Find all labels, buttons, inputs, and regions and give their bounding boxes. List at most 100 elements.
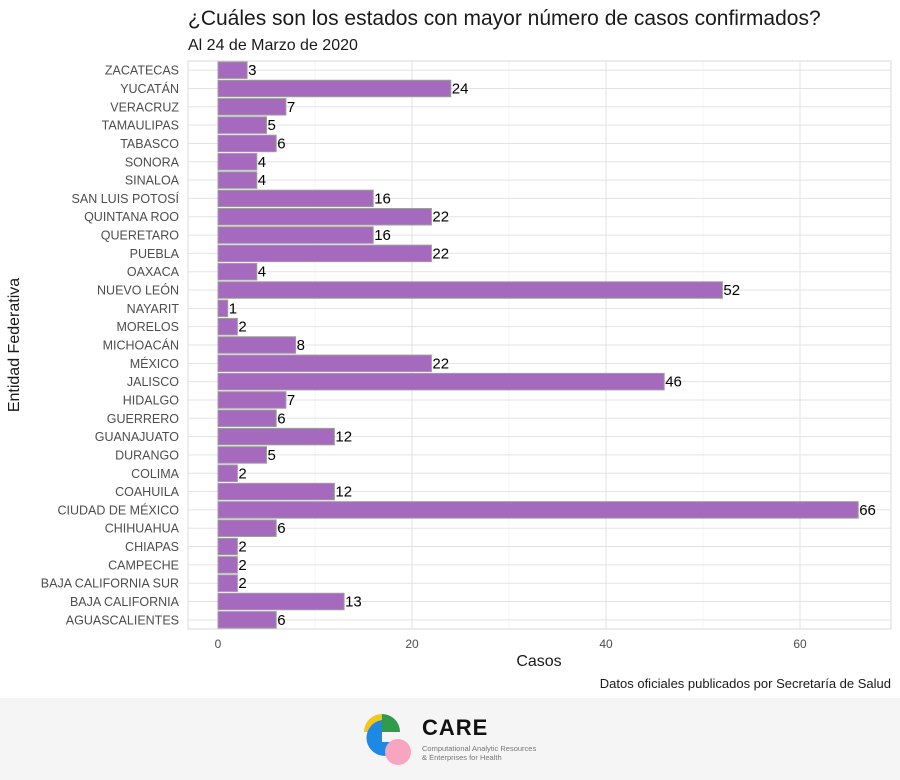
bar [217, 464, 238, 483]
value-label: 2 [238, 575, 246, 592]
category-label: ZACATECAS [105, 64, 179, 78]
bar [217, 281, 723, 299]
category-label: CIUDAD DE MÉXICO [57, 502, 179, 517]
value-label: 5 [268, 447, 276, 464]
category-label: GUANAJUATO [95, 430, 180, 444]
category-label: BAJA CALIFORNIA [70, 595, 180, 609]
category-label: QUERETARO [101, 229, 180, 243]
value-label: 22 [432, 245, 449, 262]
category-label: BAJA CALIFORNIA SUR [41, 577, 179, 591]
logo-tagline: & Enterprises for Health [422, 753, 502, 762]
logo-mark-icon [364, 714, 411, 765]
logo-tagline: Computational Analytic Resources [422, 744, 537, 753]
bar [217, 134, 277, 153]
category-label: CHIAPAS [125, 540, 179, 554]
bar [217, 446, 267, 464]
value-label: 52 [723, 282, 740, 299]
bar [217, 482, 335, 501]
category-label: SINALOA [125, 174, 180, 188]
logo: CARE Computational Analytic Resources & … [360, 712, 560, 768]
category-label: NUEVO LEÓN [97, 283, 179, 298]
bar [217, 79, 452, 98]
category-label: COAHUILA [115, 485, 180, 499]
bar [217, 336, 297, 354]
value-label: 22 [432, 355, 449, 372]
category-label: DURANGO [115, 448, 179, 462]
value-label: 6 [277, 612, 285, 629]
value-label: 22 [432, 209, 449, 226]
bar [217, 519, 277, 537]
category-label: CAMPECHE [108, 558, 179, 572]
footer [0, 698, 900, 780]
bar [217, 299, 229, 318]
value-label: 13 [345, 594, 362, 611]
bar [217, 592, 345, 611]
value-label: 12 [335, 484, 352, 501]
bar [217, 244, 432, 263]
category-label: CHIHUAHUA [105, 522, 180, 536]
value-label: 6 [277, 410, 285, 427]
bar [217, 354, 432, 373]
value-label: 2 [238, 465, 246, 482]
category-label: PUEBLA [130, 247, 180, 261]
value-label: 4 [258, 264, 266, 281]
x-tick-label: 20 [405, 637, 419, 651]
category-labels: ZACATECAS YUCATÁN VERACRUZ TAMAULIPAS TABASC… [41, 64, 180, 628]
bar [217, 537, 238, 556]
category-label: NAYARIT [127, 302, 180, 316]
x-tick-label: 60 [793, 637, 807, 651]
category-label: HIDALGO [123, 393, 180, 407]
bars [217, 61, 859, 629]
logo-name: CARE [422, 715, 489, 740]
value-label: 6 [277, 135, 285, 152]
bar [217, 427, 335, 446]
value-label: 16 [374, 227, 391, 244]
bar [217, 207, 432, 226]
category-label: MÉXICO [130, 356, 180, 371]
bar [217, 189, 374, 208]
bar-chart: ¿Cuáles son los estados con mayor número… [6, 7, 892, 691]
value-labels: 3247564416221622452128224676125212666222… [229, 62, 876, 629]
bar [217, 317, 238, 336]
value-label: 46 [665, 374, 682, 391]
category-label: MICHOACÁN [103, 338, 179, 353]
category-label: VERACRUZ [110, 100, 179, 114]
value-label: 2 [238, 557, 246, 574]
bar [217, 574, 238, 592]
category-label: YUCATÁN [120, 81, 179, 96]
value-label: 16 [374, 190, 391, 207]
chart-subtitle: Al 24 de Marzo de 2020 [188, 37, 358, 54]
value-label: 6 [277, 520, 285, 537]
value-label: 4 [258, 154, 266, 171]
value-label: 8 [297, 337, 305, 354]
value-label: 2 [238, 539, 246, 556]
bar [217, 391, 287, 409]
x-tick-label: 0 [215, 637, 222, 651]
value-label: 7 [287, 392, 295, 409]
bar [217, 116, 267, 134]
x-tick-label: 40 [599, 637, 613, 651]
category-label: TAMAULIPAS [102, 119, 179, 133]
bar [217, 171, 258, 189]
bar [217, 262, 258, 281]
category-label: COLIMA [131, 467, 180, 481]
category-label: MORELOS [116, 320, 179, 334]
category-label: SAN LUIS POTOSÍ [72, 191, 180, 206]
category-label: JALISCO [127, 375, 179, 389]
bar [217, 501, 859, 519]
value-label: 3 [248, 62, 256, 79]
value-label: 4 [258, 172, 266, 189]
category-label: TABASCO [120, 137, 179, 151]
bar [217, 556, 238, 574]
bar [217, 611, 277, 629]
x-axis-title: Casos [516, 653, 561, 670]
x-tick-labels: 0 20 40 60 [215, 637, 807, 651]
bar [217, 226, 374, 244]
bar [217, 153, 258, 171]
category-label: AGUASCALIENTES [66, 613, 179, 627]
category-label: SONORA [125, 155, 180, 169]
bar [217, 98, 287, 116]
value-label: 1 [229, 300, 237, 317]
value-label: 24 [452, 80, 469, 97]
bar [217, 409, 277, 428]
